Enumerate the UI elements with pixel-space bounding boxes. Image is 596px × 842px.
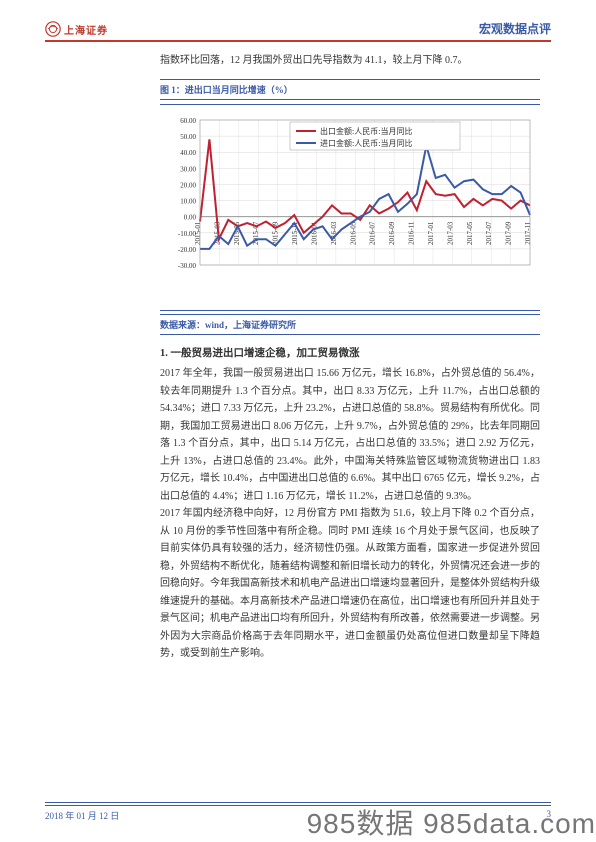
para2: 2017 年国内经济稳中向好，12 月份官方 PMI 指数为 51.6，较上月下… bbox=[160, 505, 540, 663]
svg-text:2017-07: 2017-07 bbox=[485, 221, 493, 245]
chart-source: 数据来源：wind，上海证券研究所 bbox=[160, 314, 540, 335]
chart-source-divider bbox=[160, 310, 540, 311]
header-title: 宏观数据点评 bbox=[479, 20, 551, 37]
svg-text:40.00: 40.00 bbox=[180, 149, 196, 157]
svg-text:2015-01: 2015-01 bbox=[194, 221, 202, 245]
svg-text:2017-05: 2017-05 bbox=[466, 221, 474, 245]
chart-container: -30.00-20.00-10.000.0010.0020.0030.0040.… bbox=[160, 110, 540, 305]
svg-text:-30.00: -30.00 bbox=[178, 262, 197, 270]
svg-text:60.00: 60.00 bbox=[180, 117, 196, 125]
logo-text: 上海证券 bbox=[64, 22, 108, 37]
svg-text:2016-09: 2016-09 bbox=[388, 221, 396, 245]
logo: 上海证券 bbox=[45, 21, 108, 37]
chart-title: 图 1：进出口当月同比增速（%） bbox=[160, 79, 540, 100]
svg-text:2017-03: 2017-03 bbox=[446, 221, 454, 245]
intro-text: 指数环比回落，12 月我国外贸出口先导指数为 41.1，较上月下降 0.7。 bbox=[160, 52, 540, 69]
svg-text:2016-07: 2016-07 bbox=[369, 221, 377, 245]
logo-icon bbox=[45, 21, 61, 37]
svg-text:-20.00: -20.00 bbox=[178, 246, 197, 254]
page-root: 上海证券 宏观数据点评 指数环比回落，12 月我国外贸出口先导指数为 41.1，… bbox=[0, 0, 596, 842]
svg-text:0.00: 0.00 bbox=[184, 214, 197, 222]
svg-text:2016-05: 2016-05 bbox=[349, 221, 357, 245]
watermark: 985数据 985data.com bbox=[307, 802, 596, 842]
svg-text:50.00: 50.00 bbox=[180, 133, 196, 141]
footer-date: 2018 年 01 月 12 日 bbox=[45, 809, 119, 822]
svg-text:出口金额:人民币:当月同比: 出口金额:人民币:当月同比 bbox=[320, 126, 412, 136]
chart-title-divider bbox=[160, 104, 540, 105]
svg-text:30.00: 30.00 bbox=[180, 165, 196, 173]
content-area: 指数环比回落，12 月我国外贸出口先导指数为 41.1，较上月下降 0.7。 图… bbox=[160, 52, 540, 663]
svg-text:2017-09: 2017-09 bbox=[505, 221, 513, 245]
line-chart: -30.00-20.00-10.000.0010.0020.0030.0040.… bbox=[160, 110, 540, 305]
svg-text:2016-11: 2016-11 bbox=[408, 221, 416, 245]
svg-text:20.00: 20.00 bbox=[180, 181, 196, 189]
section-title: 1. 一般贸易进出口增速企稳，加工贸易微涨 bbox=[160, 345, 540, 360]
svg-text:进口金额:人民币:当月同比: 进口金额:人民币:当月同比 bbox=[320, 138, 412, 148]
svg-text:2017-01: 2017-01 bbox=[427, 221, 435, 245]
para1: 2017 年全年，我国一般贸易进出口 15.66 万亿元，增长 16.8%，占外… bbox=[160, 365, 540, 505]
svg-text:2017-11: 2017-11 bbox=[524, 221, 532, 245]
page-header: 上海证券 宏观数据点评 bbox=[45, 20, 551, 42]
svg-text:10.00: 10.00 bbox=[180, 198, 196, 206]
